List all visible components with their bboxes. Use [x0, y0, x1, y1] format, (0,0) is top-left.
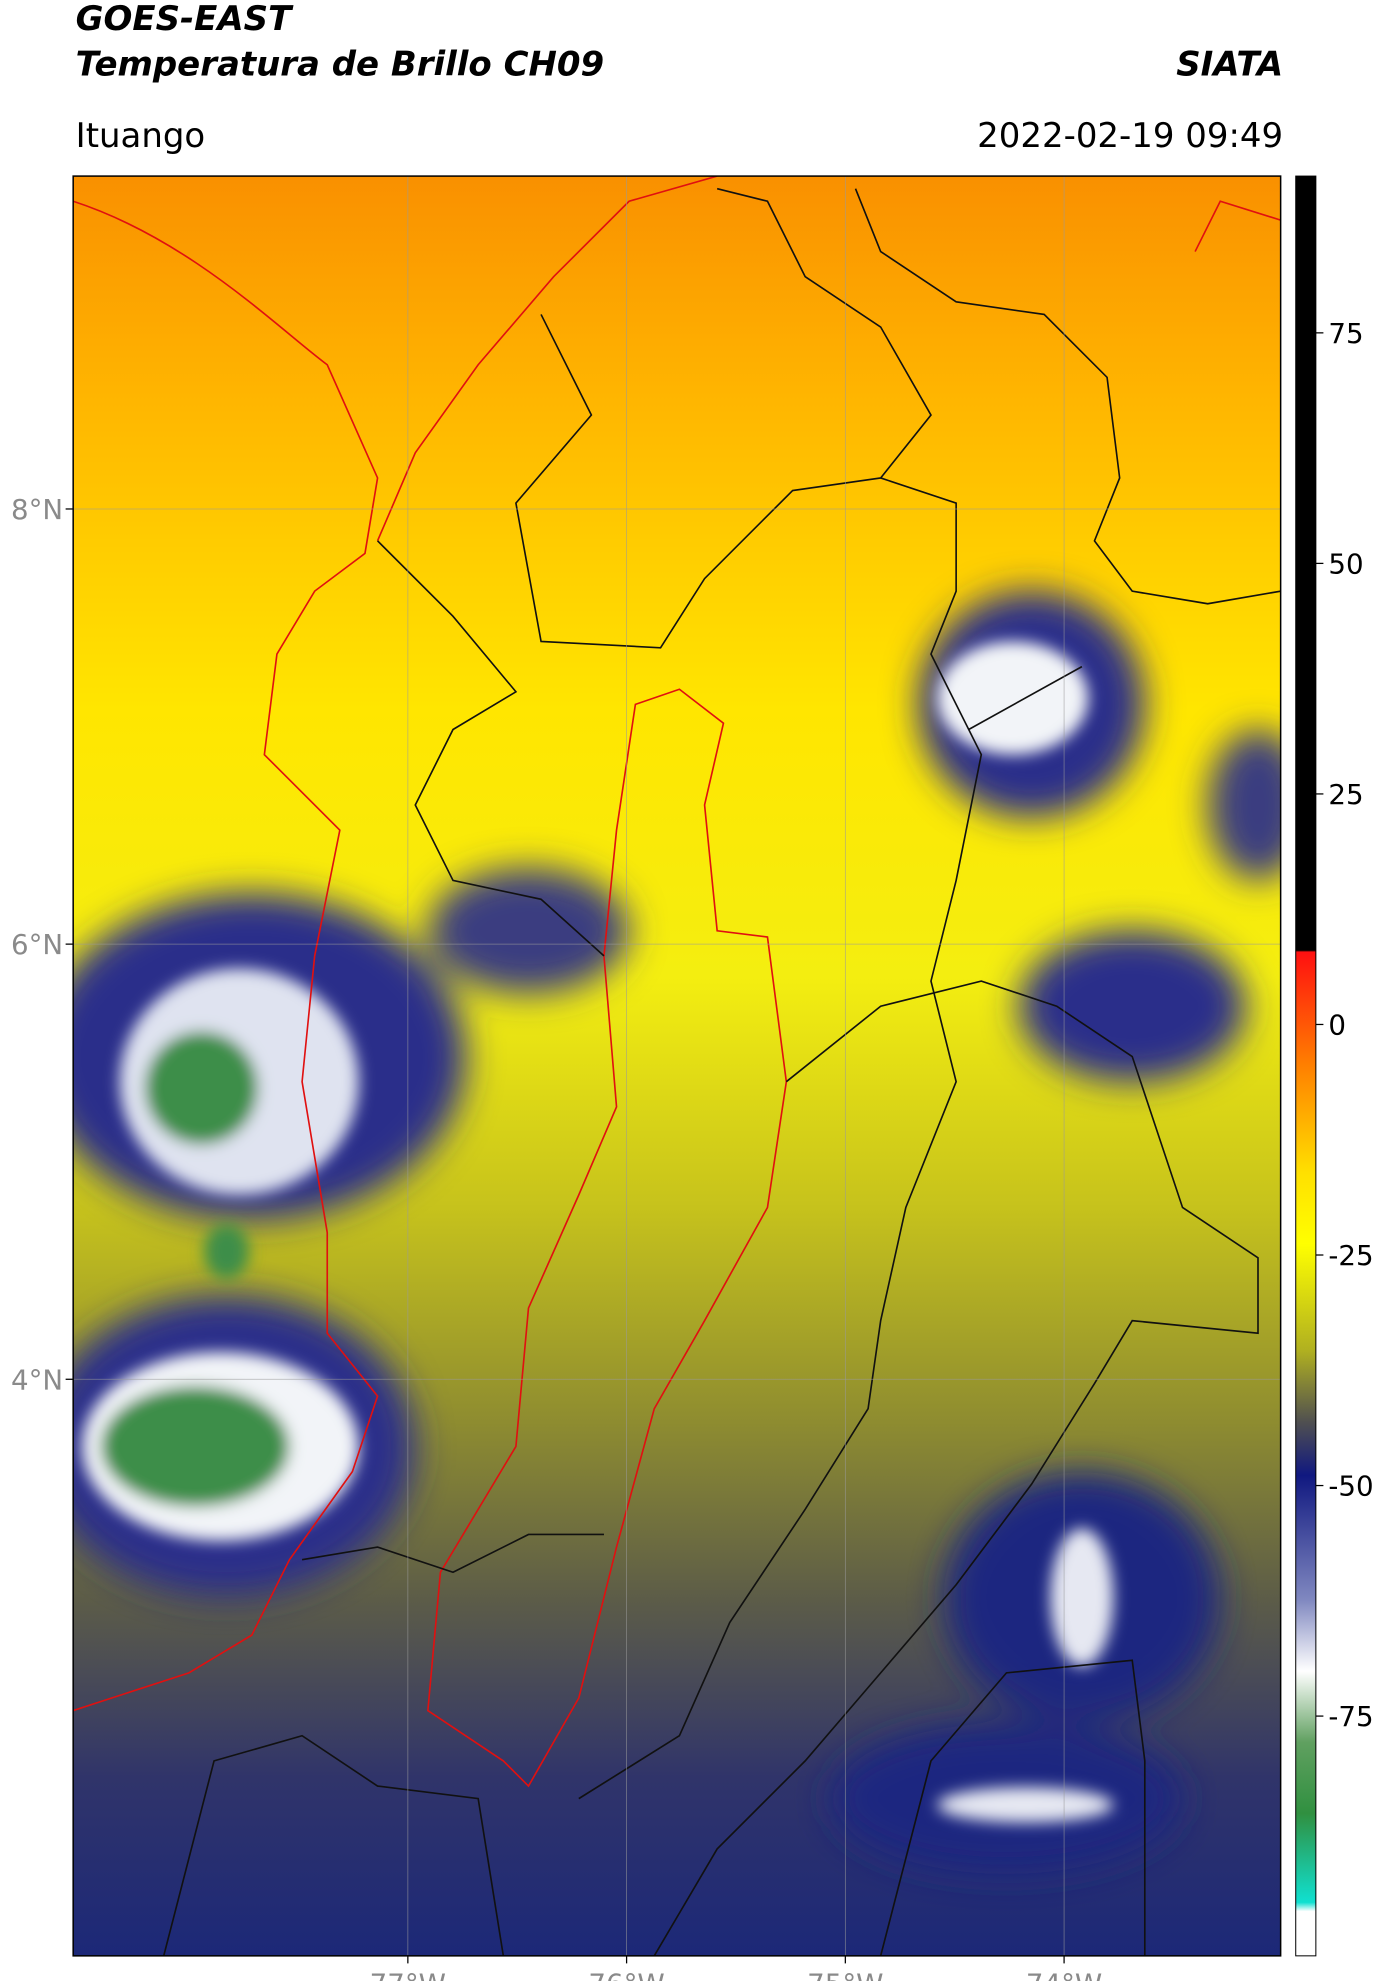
- datetime: 2022-02-19 09:49: [977, 116, 1283, 156]
- lat-tick-label: 4°N: [11, 1363, 63, 1396]
- graticule: 8°N 6°N 4°N 77°W 76°W 75°W 74°W: [11, 176, 1281, 1981]
- colorbar-tick-label: 75: [1328, 317, 1363, 350]
- lon-tick-label: 77°W: [370, 1968, 446, 1981]
- lat-tick-label: 6°N: [11, 928, 63, 961]
- title-line1: GOES-EAST: [76, 0, 294, 39]
- lon-tick-label: 76°W: [588, 1968, 664, 1981]
- colorbar-tick-label: 50: [1328, 547, 1363, 580]
- satellite-image: [73, 176, 1281, 1956]
- colorbar-tick-label: -50: [1328, 1470, 1373, 1503]
- colorbar-tick-label: -25: [1328, 1239, 1373, 1272]
- location: Ituango: [76, 116, 206, 156]
- colorbar-tick-label: 25: [1328, 778, 1363, 811]
- colorbar: [1295, 175, 1317, 1957]
- colorbar-tick-label: -75: [1328, 1700, 1373, 1733]
- lat-tick-label: 8°N: [11, 493, 63, 526]
- colorbar-ticks: 75 50 25 0 -25 -50 -75: [1315, 317, 1374, 1733]
- lon-tick-label: 74°W: [1026, 1968, 1102, 1981]
- map-frame: [72, 175, 1282, 1957]
- source: SIATA: [1176, 44, 1283, 84]
- lon-tick-label: 75°W: [807, 1968, 883, 1981]
- title-line2: Temperatura de Brillo CH09: [76, 44, 604, 84]
- colorbar-tick-label: 0: [1328, 1009, 1346, 1042]
